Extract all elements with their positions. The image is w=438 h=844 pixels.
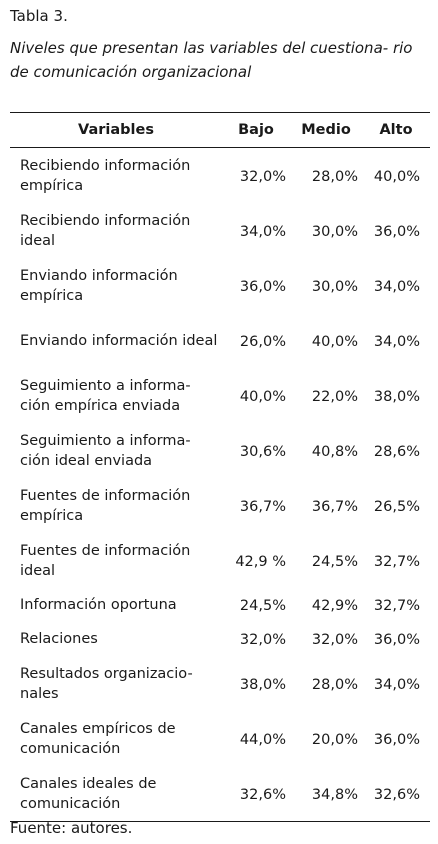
bajo-cell: 24,5% [239,598,286,614]
bajo-cell: 30,6% [239,443,286,460]
header-bajo: Bajo [238,122,274,138]
alto-cell: 34,0% [373,333,420,350]
medio-cell: 32,0% [311,632,358,648]
table-row: Relaciones 32,0% 32,0% 36,0% [10,622,430,656]
variable-cell: Recibiendo información empírica [20,157,191,194]
medio-cell: 36,7% [311,498,358,515]
medio-cell: 30,0% [311,278,358,295]
bajo-cell: 36,0% [239,278,286,295]
alto-cell: 36,0% [373,632,420,648]
variable-cell: Resultados organizacio- nales [20,665,193,702]
table-header-row: Variables Bajo Medio Alto [10,113,430,148]
variable-cell: Seguimiento a informa- ción ideal enviad… [20,432,191,469]
bajo-cell: 26,0% [239,333,286,350]
alto-cell: 28,6% [373,443,420,460]
data-table: Variables Bajo Medio Alto Recibiendo inf… [10,112,430,822]
medio-cell: 22,0% [311,388,358,405]
table-title: Niveles que presentan las variables del … [10,39,413,81]
medio-cell: 30,0% [311,223,358,240]
alto-cell: 38,0% [373,388,420,405]
medio-cell: 28,0% [311,168,358,185]
bajo-cell: 36,7% [239,498,286,515]
alto-cell: 34,0% [373,278,420,295]
table-row: Canales ideales de comunicación 32,6% 34… [10,766,430,821]
header-variables: Variables [78,122,154,138]
variable-cell: Canales empíricos de comunicación [20,720,176,757]
bajo-cell: 44,0% [239,731,286,748]
alto-cell: 32,7% [373,553,420,570]
table-row: Fuentes de información empírica 36,7% 36… [10,478,430,533]
table-row: Seguimiento a informa- ción empírica env… [10,368,430,423]
bajo-cell: 32,0% [239,632,286,648]
bajo-cell: 40,0% [239,388,286,405]
alto-cell: 36,0% [373,223,420,240]
bajo-cell: 32,0% [239,168,286,185]
table-row: Resultados organizacio- nales 38,0% 28,0… [10,656,430,711]
alto-cell: 32,6% [373,786,420,803]
alto-cell: 40,0% [373,168,420,185]
bajo-cell: 32,6% [239,786,286,803]
medio-cell: 28,0% [311,676,358,693]
alto-cell: 32,7% [373,598,420,614]
variable-cell: Fuentes de información ideal [20,542,191,579]
bajo-cell: 34,0% [239,223,286,240]
table-row: Seguimiento a informa- ción ideal enviad… [10,423,430,478]
table-number: Tabla 3. [10,7,68,25]
alto-cell: 26,5% [373,498,420,515]
table-row: Recibiendo información ideal 34,0% 30,0%… [10,203,430,258]
medio-cell: 42,9% [311,598,358,614]
bajo-cell: 42,9 % [235,553,286,570]
table-row: Enviando información ideal 26,0% 40,0% 3… [10,313,430,368]
variable-cell: Información oportuna [20,597,177,613]
table-row: Información oportuna 24,5% 42,9% 32,7% [10,588,430,622]
header-alto: Alto [379,122,413,138]
variable-cell: Canales ideales de comunicación [20,775,157,812]
table-row: Canales empíricos de comunicación 44,0% … [10,711,430,766]
medio-cell: 34,8% [311,786,358,803]
alto-cell: 34,0% [373,676,420,693]
table-row: Recibiendo información empírica 32,0% 28… [10,148,430,203]
medio-cell: 40,8% [311,443,358,460]
bajo-cell: 38,0% [239,676,286,693]
variable-cell: Relaciones [20,631,98,647]
medio-cell: 20,0% [311,731,358,748]
variable-cell: Seguimiento a informa- ción empírica env… [20,377,191,414]
header-medio: Medio [301,122,351,138]
alto-cell: 36,0% [373,731,420,748]
table-row: Enviando información empírica 36,0% 30,0… [10,258,430,313]
variable-cell: Fuentes de información empírica [20,487,191,524]
table-row: Fuentes de información ideal 42,9 % 24,5… [10,533,430,588]
variable-cell: Enviando información empírica [20,267,178,304]
medio-cell: 24,5% [311,553,358,570]
medio-cell: 40,0% [311,333,358,350]
table-source: Fuente: autores. [10,819,133,837]
variable-cell: Recibiendo información ideal [20,212,191,249]
variable-cell: Enviando información ideal [20,332,218,349]
